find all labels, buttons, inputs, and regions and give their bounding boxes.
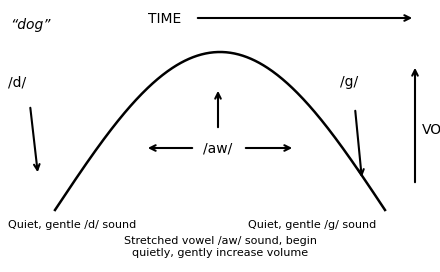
Text: /d/: /d/ [8, 75, 26, 89]
Text: Stretched vowel /aw/ sound, begin: Stretched vowel /aw/ sound, begin [124, 236, 316, 246]
Text: Quiet, gentle /d/ sound: Quiet, gentle /d/ sound [8, 220, 136, 230]
Text: Quiet, gentle /g/ sound: Quiet, gentle /g/ sound [248, 220, 376, 230]
Text: /aw/: /aw/ [203, 141, 233, 155]
Text: quietly, gently increase volume: quietly, gently increase volume [132, 248, 308, 258]
Text: VOLUME: VOLUME [422, 123, 440, 137]
Text: /g/: /g/ [340, 75, 358, 89]
Text: “dog”: “dog” [10, 18, 51, 32]
Text: TIME: TIME [148, 12, 181, 26]
